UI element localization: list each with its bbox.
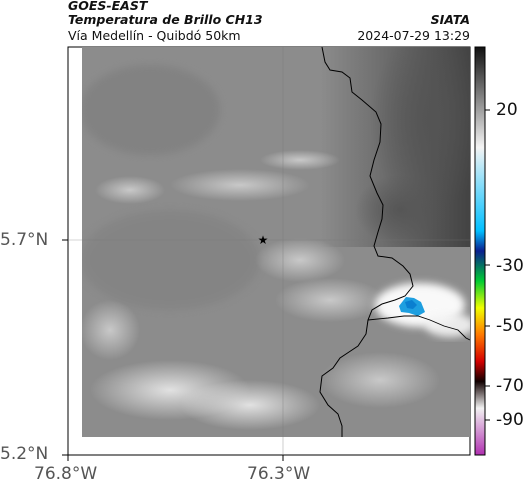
brightness-temperature-image <box>82 47 470 437</box>
colorbar-tick-label: -70 <box>496 376 524 396</box>
department-border <box>319 46 414 437</box>
lon-tick-label: 76.8°W <box>34 464 98 484</box>
lat-tick-label: 5.2°N <box>0 444 49 464</box>
river-line <box>367 315 471 341</box>
colorbar-tick-label: -30 <box>496 256 524 276</box>
star-icon: ★ <box>258 233 269 247</box>
satellite-title: GOES-EAST <box>68 0 148 13</box>
timestamp-label: 2024-07-29 13:29 <box>357 28 470 43</box>
lon-tick-label: 76.3°W <box>247 464 311 484</box>
product-title: Temperatura de Brillo CH13 <box>68 12 263 27</box>
axis-ticks <box>62 239 284 461</box>
lat-tick-label: 5.7°N <box>0 230 49 250</box>
organization-label: SIATA <box>430 12 470 27</box>
colorbar <box>474 46 490 456</box>
colorbar-tick-label: 20 <box>496 100 518 120</box>
colorbar-tick-label: -90 <box>496 410 524 430</box>
colorbar-tick-label: -50 <box>496 316 524 336</box>
region-label: Vía Medellín - Quibdó 50km <box>68 28 241 43</box>
graticule <box>68 47 470 455</box>
